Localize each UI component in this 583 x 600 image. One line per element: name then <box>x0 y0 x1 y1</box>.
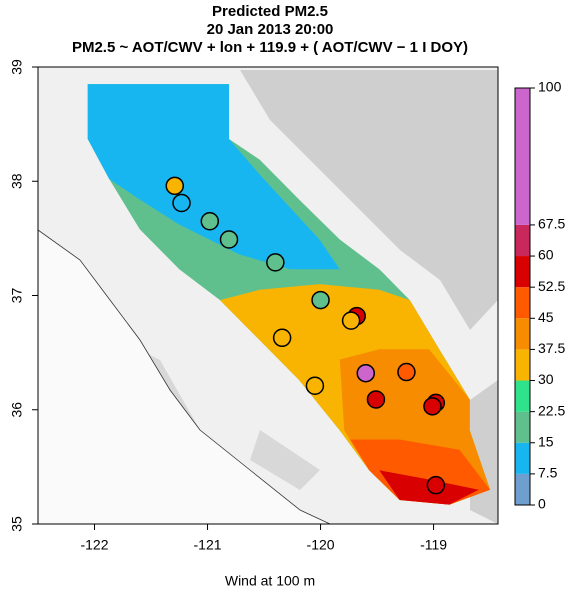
monitor <box>219 230 239 249</box>
monitor <box>165 176 185 196</box>
colorbar-label: 100 <box>538 79 562 95</box>
colorbar-label: 0 <box>538 496 546 512</box>
colorbar-bin <box>515 224 530 257</box>
basemap <box>38 67 498 524</box>
monitor <box>172 193 191 213</box>
x-tick-label: -121 <box>194 537 222 553</box>
monitor <box>311 290 330 310</box>
y-tick-label: 38 <box>9 173 25 189</box>
monitor <box>426 475 446 495</box>
monitor <box>305 376 325 396</box>
title: Predicted PM2.5 <box>212 3 328 20</box>
colorbar-label: 52.5 <box>538 278 565 294</box>
y-tick-label: 35 <box>9 516 25 532</box>
colorbar-bin <box>515 256 530 288</box>
colorbar-bin <box>515 287 530 319</box>
subtitle: 20 Jan 2013 20:00 <box>207 21 334 38</box>
colorbar-label: 15 <box>538 433 554 449</box>
colorbar-bin <box>515 318 530 350</box>
monitor <box>356 363 376 383</box>
coast <box>38 229 331 524</box>
colorbar-label: 22.5 <box>538 402 565 418</box>
colorbar-label: 37.5 <box>538 340 565 356</box>
colorbar-bin <box>515 411 530 443</box>
colorbar-label: 45 <box>538 309 554 325</box>
monitor <box>366 390 386 409</box>
colorbar-bin <box>515 349 530 381</box>
colorbar-bin <box>515 88 530 225</box>
y-tick-label: 39 <box>9 59 25 75</box>
colorbar-bin <box>515 473 530 505</box>
colorbar-bin <box>515 380 530 412</box>
monitor <box>266 253 285 272</box>
y-tick-label: 37 <box>9 288 25 304</box>
colorbar-bin <box>515 442 530 474</box>
monitor <box>423 397 442 416</box>
monitor <box>341 311 361 330</box>
monitor <box>272 328 292 348</box>
colorbar-label: 30 <box>538 371 554 387</box>
monitor <box>200 211 220 231</box>
x-tick-label: -120 <box>307 537 335 553</box>
prediction-zone <box>87 84 340 270</box>
colorbar-frame <box>514 87 531 506</box>
monitor <box>397 362 416 382</box>
formula: PM2.5 ~ AOT/CWV + lon + 119.9 + ( AOT/CW… <box>72 39 468 56</box>
colorbar-label: 60 <box>538 247 554 263</box>
x-tick-label: -122 <box>80 537 108 553</box>
hills <box>250 430 320 490</box>
x-tick-label: -119 <box>420 537 447 553</box>
y-tick-label: 36 <box>9 402 25 418</box>
colorbar-label: 67.5 <box>538 216 565 232</box>
colorbar-label: 7.5 <box>538 465 558 481</box>
x-label: Wind at 100 m <box>225 573 315 589</box>
mountains <box>240 70 498 330</box>
